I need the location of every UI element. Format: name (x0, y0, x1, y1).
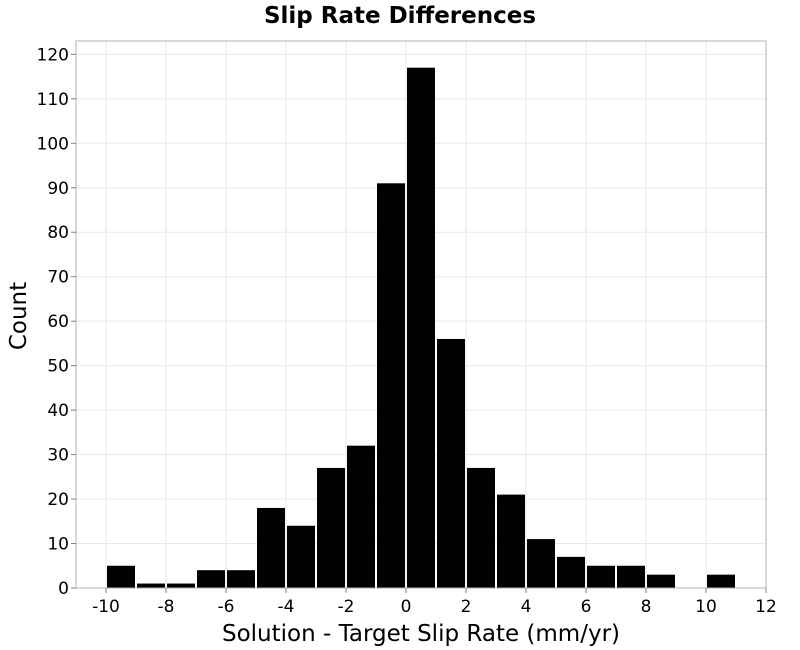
histogram-bar (497, 494, 525, 588)
x-tick-label: -2 (338, 597, 355, 617)
histogram-bar (407, 67, 435, 589)
y-tick-label: 90 (47, 179, 69, 199)
histogram-bar (107, 565, 135, 588)
y-tick-label: 70 (47, 268, 69, 288)
y-tick-label: 0 (58, 579, 69, 599)
histogram-bar (377, 183, 405, 588)
x-tick-label: 12 (755, 597, 777, 617)
histogram-bar (467, 467, 495, 588)
histogram-bar (587, 565, 615, 588)
histogram-bar (287, 525, 315, 588)
plot-frame (75, 40, 767, 589)
x-tick-label: -4 (278, 597, 295, 617)
x-tick-label: 2 (461, 597, 472, 617)
histogram-bar (227, 570, 255, 588)
histogram-bar (167, 583, 195, 588)
x-axis-label: Solution - Target Slip Rate (mm/yr) (222, 621, 620, 647)
bars (107, 67, 735, 589)
chart-title: Slip Rate Differences (264, 3, 536, 29)
y-tick-label: 40 (47, 401, 69, 421)
histogram-bar (617, 565, 645, 588)
y-tick-label: 80 (47, 223, 69, 243)
x-tick-label: 8 (641, 597, 652, 617)
x-tick-label: -10 (92, 597, 120, 617)
histogram-bar (197, 570, 225, 588)
y-tick-label: 50 (47, 357, 69, 377)
y-tick-label: 60 (47, 312, 69, 332)
x-tick-label: -6 (218, 597, 235, 617)
x-tick-label: -8 (158, 597, 175, 617)
x-tick-label: 4 (521, 597, 532, 617)
x-tick-label: 6 (581, 597, 592, 617)
y-tick-label: 120 (37, 45, 69, 65)
histogram-bar (707, 574, 735, 588)
y-tick-label: 10 (47, 535, 69, 555)
y-axis-ticks: 0 10 20 30 40 50 60 70 80 90 100 110 120 (37, 45, 76, 599)
histogram-bar (257, 507, 285, 588)
histogram-bar (347, 445, 375, 588)
histogram-bar (647, 574, 675, 588)
x-tick-label: 0 (401, 597, 412, 617)
x-axis-ticks: -10 -8 -6 -4 -2 0 2 4 6 8 10 12 (92, 588, 777, 617)
histogram-bar (557, 556, 585, 588)
y-tick-label: 30 (47, 446, 69, 466)
y-tick-label: 20 (47, 490, 69, 510)
y-tick-label: 110 (37, 90, 69, 110)
x-tick-label: 10 (695, 597, 717, 617)
histogram-bar (137, 583, 165, 588)
histogram-bar (527, 539, 555, 588)
histogram-bar (437, 338, 465, 588)
y-axis-label: Count (6, 282, 32, 350)
y-tick-label: 100 (37, 134, 69, 154)
histogram-bar (317, 467, 345, 588)
